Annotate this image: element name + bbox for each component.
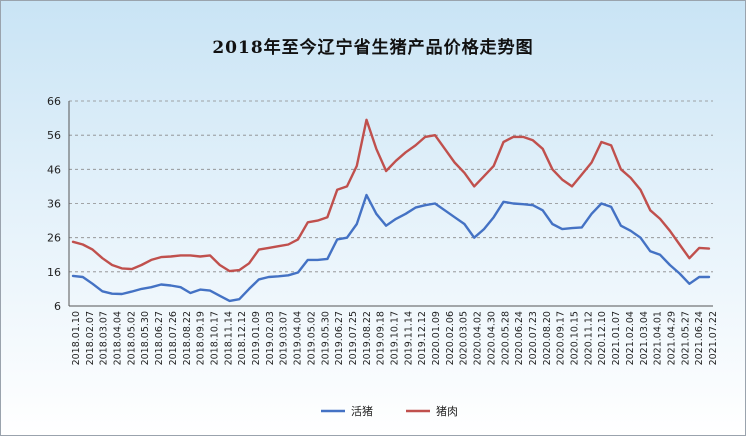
y-tick-label: 16 xyxy=(47,266,61,279)
x-tick-label: 2020.04.02 xyxy=(473,311,484,365)
x-tick-label: 2019.06.27 xyxy=(334,311,345,365)
x-tick-label: 2021.03.04 xyxy=(639,311,650,365)
legend-label: 猪肉 xyxy=(436,405,458,418)
x-tick-label: 2020.05.28 xyxy=(500,311,511,365)
x-tick-label: 2018.09.19 xyxy=(196,311,207,365)
x-tick-label: 2020.12.10 xyxy=(597,311,608,365)
x-tick-label: 2021.01.07 xyxy=(611,311,622,365)
x-tick-label: 2018.06.27 xyxy=(154,311,165,365)
y-tick-label: 6 xyxy=(54,300,61,313)
x-tick-label: 2018.11.14 xyxy=(223,311,234,365)
y-tick-label: 26 xyxy=(47,232,61,245)
x-tick-label: 2019.12.12 xyxy=(417,311,428,365)
x-tick-label: 2021.05.27 xyxy=(680,311,691,365)
legend-label: 活猪 xyxy=(351,405,373,418)
x-tick-label: 2019.07.25 xyxy=(348,311,359,365)
x-tick-label: 2020.10.15 xyxy=(570,311,581,365)
x-tick-label: 2019.09.18 xyxy=(376,311,387,365)
x-tick-label: 2018.12.12 xyxy=(237,311,248,365)
y-tick-label: 36 xyxy=(47,198,61,211)
x-tick-label: 2018.03.07 xyxy=(99,311,110,365)
x-tick-label: 2018.07.26 xyxy=(168,311,179,365)
x-tick-label: 2018.08.22 xyxy=(182,311,193,365)
x-tick-label: 2018.01.10 xyxy=(71,311,82,365)
x-tick-label: 2020.02.06 xyxy=(445,311,456,365)
x-tick-label: 2019.04.04 xyxy=(293,311,304,365)
x-tick-label: 2020.09.17 xyxy=(556,311,567,365)
x-tick-label: 2018.05.30 xyxy=(140,311,151,365)
series-line-pork xyxy=(71,118,711,273)
x-tick-label: 2020.11.12 xyxy=(583,311,594,365)
x-tick-label: 2019.11.14 xyxy=(403,311,414,365)
x-tick-label: 2018.05.02 xyxy=(126,311,137,365)
x-tick-label: 2019.03.07 xyxy=(279,311,290,365)
x-tick-label: 2018.02.07 xyxy=(85,311,96,365)
x-tick-label: 2021.06.24 xyxy=(694,311,705,365)
x-tick-label: 2019.05.30 xyxy=(320,311,331,365)
x-tick-label: 2021.04.01 xyxy=(653,311,664,365)
x-tick-label: 2020.06.24 xyxy=(514,311,525,365)
x-tick-label: 2019.10.17 xyxy=(390,311,401,365)
x-tick-label: 2020.04.30 xyxy=(486,311,497,365)
x-tick-label: 2018.10.17 xyxy=(209,311,220,365)
x-tick-label: 2020.08.20 xyxy=(542,311,553,365)
x-tick-label: 2021.07.22 xyxy=(708,311,719,365)
x-tick-label: 2020.07.23 xyxy=(528,311,539,365)
x-tick-label: 2020.03.05 xyxy=(459,311,470,365)
x-tick-label: 2019.02.03 xyxy=(265,311,276,365)
series-line-live-pig xyxy=(71,193,711,303)
y-tick-label: 66 xyxy=(47,95,61,108)
chart-title: 2018年至今辽宁省生猪产品价格走势图 xyxy=(212,38,534,58)
x-tick-label: 2018.04.04 xyxy=(113,311,124,365)
y-tick-label: 46 xyxy=(47,163,61,176)
x-tick-label: 2020.01.09 xyxy=(431,311,442,365)
x-tick-label: 2019.08.22 xyxy=(362,311,373,365)
x-tick-label: 2019.01.09 xyxy=(251,311,262,365)
x-tick-label: 2021.02.04 xyxy=(625,311,636,365)
y-tick-label: 56 xyxy=(47,129,61,142)
x-tick-label: 2021.04.29 xyxy=(666,311,677,365)
x-tick-label: 2019.05.02 xyxy=(306,311,317,365)
